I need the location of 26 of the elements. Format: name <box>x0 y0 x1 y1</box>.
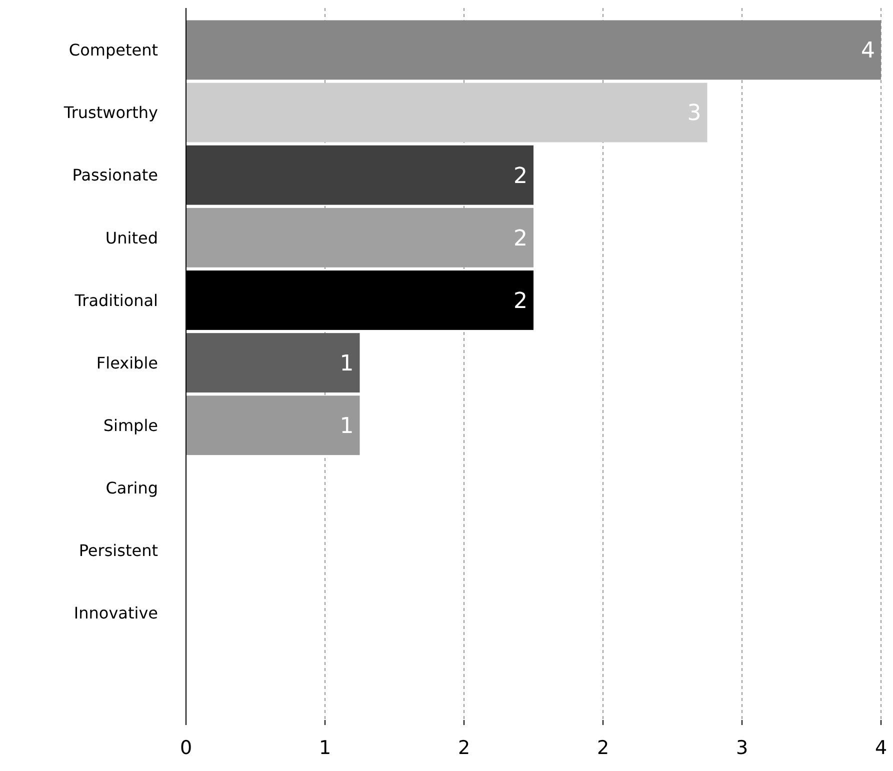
data-label: 2 <box>514 288 528 314</box>
x-tick-label: 4 <box>874 737 888 759</box>
bar <box>186 20 881 80</box>
data-label: 1 <box>340 414 354 440</box>
bar <box>186 333 360 392</box>
y-tick-label: Persistent <box>78 541 158 560</box>
y-tick-label: Caring <box>106 478 158 498</box>
data-label: 4 <box>861 38 875 64</box>
x-tick-label: 2 <box>458 737 470 759</box>
x-tick-label: 0 <box>180 737 192 759</box>
y-tick-label: Innovative <box>74 604 158 623</box>
bar <box>186 82 708 142</box>
y-tick-label: United <box>105 228 158 248</box>
data-label: 2 <box>514 164 528 189</box>
x-tick-label: 3 <box>736 737 748 759</box>
data-label: 1 <box>340 351 354 376</box>
x-tick-label: 2 <box>596 737 610 759</box>
y-tick-label: Simple <box>103 416 158 435</box>
y-tick-label: Traditional <box>74 290 158 310</box>
y-tick-label: Trustworthy <box>62 103 158 122</box>
data-label: 2 <box>514 226 528 252</box>
y-tick-label: Flexible <box>96 353 158 372</box>
x-tick-label: 1 <box>318 737 332 759</box>
y-tick-label: Passionate <box>72 166 158 185</box>
y-tick-label: Competent <box>68 40 158 60</box>
bar <box>186 145 534 205</box>
